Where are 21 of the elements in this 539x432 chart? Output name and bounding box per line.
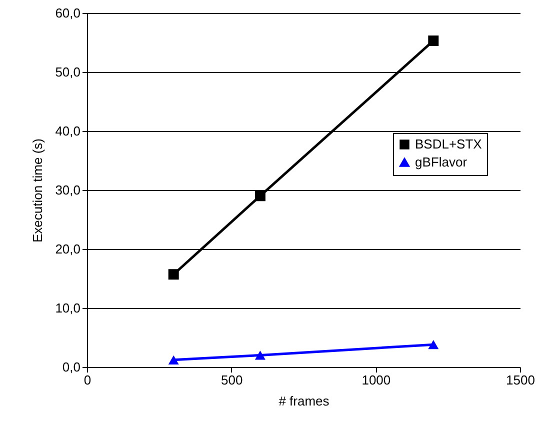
y-axis-title: Execution time (s) (30, 138, 46, 243)
y-tick-label: 30,0 (55, 182, 80, 198)
point (254, 190, 266, 202)
point (428, 340, 439, 350)
x-tick-label: 500 (220, 372, 243, 388)
y-tick-label: 0,0 (62, 360, 80, 374)
x-axis-title: # frames (278, 394, 330, 408)
y-tick-label: 20,0 (55, 242, 80, 256)
legend-label: BSDL+STX (415, 136, 482, 152)
x-tick-label: 1500 (506, 372, 535, 388)
y-tick-label: 60,0 (55, 6, 80, 20)
x-tick-label: 0 (84, 372, 92, 388)
point (254, 350, 266, 360)
point (168, 269, 179, 280)
y-tick-label: 50,0 (55, 64, 80, 80)
point (428, 35, 439, 46)
y-tick-label: 10,0 (55, 300, 80, 316)
point (168, 355, 179, 364)
legend-label: gBFlavor (415, 154, 468, 170)
x-tick-label: 1000 (362, 372, 391, 388)
y-tick-label: 40,0 (55, 124, 80, 138)
